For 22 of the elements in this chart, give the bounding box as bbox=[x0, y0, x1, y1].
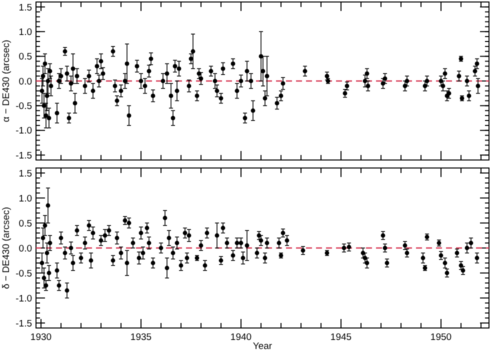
y-axis-title: α − DE430 (arcsec) bbox=[1, 40, 12, 122]
y-tick-label: 0.0 bbox=[18, 76, 32, 88]
x-axis-title: Year bbox=[252, 341, 272, 350]
y-tick-label: -0.5 bbox=[16, 101, 32, 112]
y-tick-label: -1.5 bbox=[16, 150, 32, 162]
y-tick-label: 1.0 bbox=[18, 26, 32, 38]
y-tick-label: 1.5 bbox=[18, 168, 32, 180]
y-tick-label: -0.5 bbox=[16, 268, 32, 280]
y-tick-label: 1.0 bbox=[18, 193, 32, 204]
y-tick-label: -1.0 bbox=[16, 126, 32, 137]
x-tick-label: 1945 bbox=[330, 332, 352, 343]
y-tick-label: -1.5 bbox=[16, 318, 32, 330]
y-tick-label: 1.5 bbox=[18, 2, 32, 14]
x-tick-label: 1935 bbox=[130, 332, 152, 343]
x-tick-label: 1940 bbox=[230, 332, 252, 343]
y-axis-title: δ − DE430 (arcsec) bbox=[1, 206, 12, 290]
x-tick-label: 1930 bbox=[30, 332, 52, 343]
y-tick-label: -1.0 bbox=[16, 293, 32, 304]
y-tick-label: 0.5 bbox=[18, 52, 32, 63]
y-tick-label: 0.0 bbox=[18, 243, 32, 254]
y-tick-label: 0.5 bbox=[18, 218, 32, 230]
x-tick-label: 1950 bbox=[430, 332, 452, 343]
